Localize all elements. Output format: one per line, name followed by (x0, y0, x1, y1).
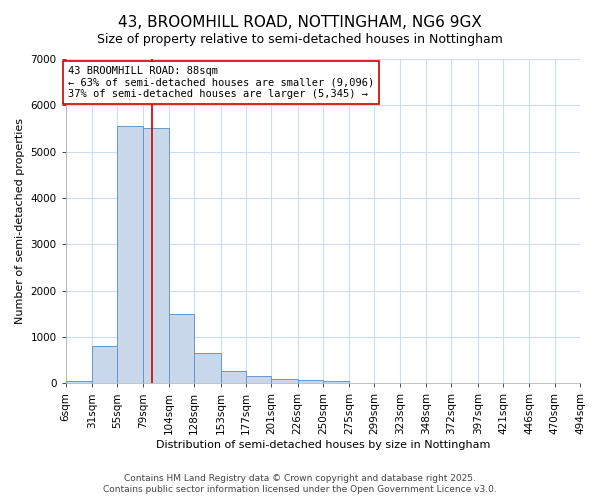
Text: 43, BROOMHILL ROAD, NOTTINGHAM, NG6 9GX: 43, BROOMHILL ROAD, NOTTINGHAM, NG6 9GX (118, 15, 482, 30)
Bar (92, 346, 118, 384)
Bar (298, 380, 323, 384)
Bar (194, 353, 221, 384)
Bar (118, 126, 143, 384)
Bar (66, 381, 92, 384)
Text: Contains HM Land Registry data © Crown copyright and database right 2025.
Contai: Contains HM Land Registry data © Crown c… (103, 474, 497, 494)
Bar (271, 379, 298, 384)
X-axis label: Distribution of semi-detached houses by size in Nottingham: Distribution of semi-detached houses by … (155, 440, 490, 450)
Text: 43 BROOMHILL ROAD: 88sqm
← 63% of semi-detached houses are smaller (9,096)
37% o: 43 BROOMHILL ROAD: 88sqm ← 63% of semi-d… (68, 66, 374, 99)
Bar (221, 371, 246, 384)
Text: Size of property relative to semi-detached houses in Nottingham: Size of property relative to semi-detach… (97, 32, 503, 46)
Y-axis label: Number of semi-detached properties: Number of semi-detached properties (15, 118, 25, 324)
Bar (169, 314, 194, 384)
Bar (143, 128, 169, 384)
Bar (323, 380, 349, 384)
Bar (246, 376, 271, 384)
